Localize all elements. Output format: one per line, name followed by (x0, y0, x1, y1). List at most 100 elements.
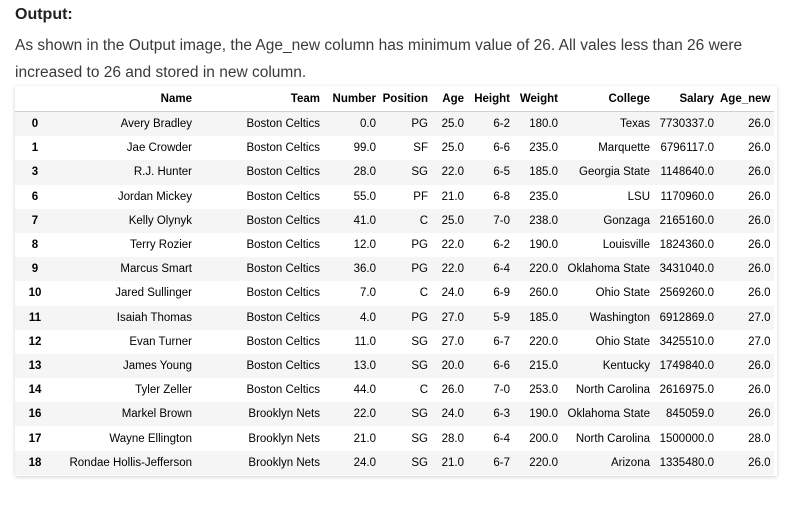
table-row: 14 Tyler Zeller Boston Celtics 44.0 C 26.0 7-0… (15, 378, 774, 402)
college-cell: Texas (619, 118, 650, 131)
salary-cell: 6796117.0 (660, 142, 714, 155)
row-index: 6 (31, 190, 39, 203)
height-cell: 6-2 (493, 239, 510, 252)
salary-cell: 3425510.0 (659, 335, 714, 348)
number-cell: 24.0 (353, 456, 376, 469)
age-cell: 27.0 (441, 335, 464, 348)
name-cell: Jared Sullinger (115, 287, 192, 300)
number-cell: 4.0 (360, 311, 376, 324)
age-cell: 25.0 (441, 142, 464, 155)
salary-cell: 1148640.0 (660, 166, 714, 179)
row-index: 14 (28, 384, 42, 397)
row-index: 16 (28, 408, 42, 421)
table-row: 8 Terry Rozier Boston Celtics 12.0 PG 22.0 6-2… (15, 233, 774, 257)
weight-cell: 190.0 (529, 408, 558, 421)
table-row: 13 James Young Boston Celtics 13.0 SG 20.0 6-6… (15, 353, 774, 379)
team-cell: Boston Celtics (246, 311, 320, 324)
salary-cell: 1335480.0 (659, 456, 714, 469)
position-cell: C (419, 214, 428, 227)
name-cell: Markel Brown (121, 408, 192, 421)
college-cell: Louisville (602, 239, 650, 252)
row-index: 7 (31, 214, 39, 227)
salary-cell: 2165160.0 (659, 214, 714, 227)
salary-cell: 1824360.0 (659, 239, 714, 252)
number-cell: 13.0 (353, 359, 376, 372)
number-cell: 41.0 (353, 214, 376, 227)
age-cell: 28.0 (441, 432, 464, 445)
row-index: 13 (28, 359, 42, 372)
college-cell: Gonzaga (603, 214, 650, 227)
team-cell: Brooklyn Nets (248, 408, 320, 421)
row-index: 11 (28, 311, 42, 324)
number-cell: 7.0 (360, 287, 376, 300)
salary-cell: 3431040.0 (659, 263, 714, 276)
name-cell: Avery Bradley (120, 118, 192, 131)
weight-cell: 200.0 (529, 432, 558, 445)
weight-cell: 238.0 (529, 214, 558, 227)
table-row: 7 Kelly Olynyk Boston Celtics 41.0 C 25.0 7-0 2… (15, 208, 774, 233)
table-row: 1 Jae Crowder Boston Celtics 99.0 SF 25.0 6-6 2… (15, 136, 774, 160)
age-new-cell: 26.0 (748, 214, 771, 227)
age-cell: 24.0 (441, 287, 464, 300)
height-cell: 6-7 (493, 456, 510, 469)
position-cell: PG (411, 239, 428, 252)
name-cell: Jae Crowder (126, 142, 192, 155)
age-cell: 21.0 (441, 456, 464, 469)
number-cell: 36.0 (353, 263, 376, 276)
height-cell: 6-9 (493, 287, 510, 300)
age-cell: 25.0 (441, 214, 464, 227)
age-cell: 25.0 (441, 118, 464, 131)
column-header-salary: Salary (653, 86, 717, 112)
height-cell: 5-9 (493, 311, 510, 324)
name-cell: Isaiah Thomas (116, 311, 192, 324)
height-cell: 7-0 (493, 214, 510, 227)
weight-cell: 220.0 (529, 263, 558, 276)
table-row: 10 Jared Sullinger Boston Celtics 7.0 C 24.0 6… (15, 281, 774, 305)
college-cell: Marquette (598, 142, 650, 155)
weight-cell: 253.0 (529, 384, 558, 397)
row-index: 3 (31, 166, 39, 179)
weight-cell: 185.0 (529, 166, 558, 179)
number-cell: 44.0 (353, 384, 376, 397)
salary-cell: 2616975.0 (659, 384, 714, 397)
position-cell: SG (411, 166, 428, 179)
table-row: 18 Rondae Hollis-Jefferson Brooklyn Nets 24… (15, 450, 774, 475)
name-cell: Marcus Smart (120, 263, 192, 276)
dataframe-table: Name Team Number Position Age Height Wei… (15, 86, 774, 475)
name-cell: Wayne Ellington (109, 432, 192, 445)
table-row: 11 Isaiah Thomas Boston Celtics 4.0 PG 27.0 5-… (15, 305, 774, 330)
college-cell: Oklahoma State (567, 263, 650, 276)
weight-cell: 185.0 (529, 311, 558, 324)
position-cell: SG (411, 408, 428, 421)
age-new-cell: 26.0 (748, 456, 771, 469)
position-cell: PG (411, 118, 428, 131)
column-header-index (15, 86, 55, 112)
column-header-name: Name (55, 86, 195, 112)
college-cell: North Carolina (575, 384, 650, 397)
table-row: 16 Markel Brown Brooklyn Nets 22.0 SG 24.0 6-3… (15, 402, 774, 427)
row-index: 0 (31, 118, 39, 131)
name-cell: Jordan Mickey (117, 190, 192, 203)
table-row: 6 Jordan Mickey Boston Celtics 55.0 PF 21.0 6-… (15, 185, 774, 209)
column-header-team: Team (195, 86, 323, 112)
column-header-college: College (561, 86, 653, 112)
height-cell: 6-6 (493, 142, 510, 155)
age-new-cell: 26.0 (748, 190, 771, 203)
college-cell: North Carolina (575, 432, 650, 445)
salary-cell: 845059.0 (666, 408, 714, 421)
height-cell: 6-3 (493, 408, 510, 421)
salary-cell: 1170960.0 (660, 190, 714, 203)
table-body: 0 Avery Bradley Boston Celtics 0.0 PG 25.0 6-2… (15, 111, 774, 475)
team-cell: Boston Celtics (246, 384, 320, 397)
age-cell: 26.0 (441, 384, 464, 397)
name-cell: Evan Turner (129, 335, 192, 348)
number-cell: 12.0 (353, 239, 376, 252)
age-new-cell: 26.0 (748, 263, 771, 276)
age-new-cell: 26.0 (748, 408, 771, 421)
team-cell: Boston Celtics (246, 214, 320, 227)
position-cell: C (419, 384, 428, 397)
team-cell: Boston Celtics (246, 263, 320, 276)
row-index: 10 (28, 287, 42, 300)
height-cell: 6-2 (493, 118, 510, 131)
age-cell: 22.0 (441, 239, 464, 252)
